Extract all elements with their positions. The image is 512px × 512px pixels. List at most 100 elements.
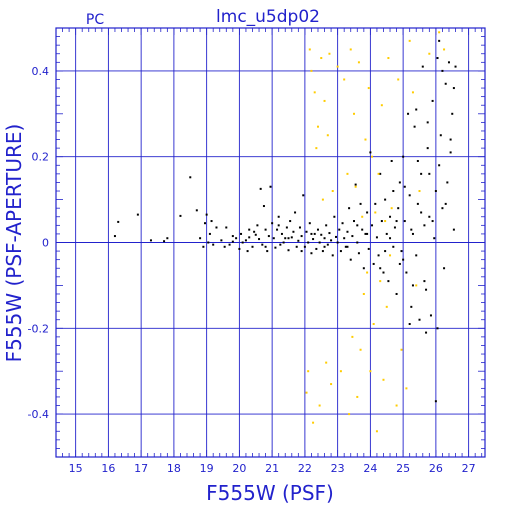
data-point: [163, 240, 166, 243]
data-point: [349, 258, 352, 261]
data-point: [136, 213, 139, 216]
data-point: [398, 262, 401, 265]
data-point: [364, 232, 367, 235]
data-point: [403, 185, 406, 188]
data-point: [385, 232, 388, 235]
data-point-secondary: [384, 220, 387, 223]
data-point: [423, 280, 426, 283]
data-point-secondary: [348, 413, 351, 416]
data-point: [280, 232, 283, 235]
data-point: [235, 237, 238, 240]
data-point: [366, 211, 369, 214]
data-point: [377, 254, 380, 257]
data-point: [266, 250, 269, 253]
data-point: [308, 222, 311, 225]
data-point: [344, 245, 347, 248]
data-point: [439, 134, 442, 137]
data-point: [117, 220, 120, 223]
data-point: [325, 224, 328, 227]
data-point-secondary: [405, 387, 408, 390]
data-point: [403, 220, 406, 223]
data-point-secondary: [331, 190, 334, 193]
data-point: [366, 232, 369, 235]
data-point: [339, 250, 342, 253]
data-point-secondary: [380, 104, 383, 107]
x-axis-title: F555W (PSF): [206, 481, 334, 505]
data-point: [300, 250, 303, 253]
data-point: [282, 241, 285, 244]
tick-labels: 15 16 17 18 19 20 21 22 23 24 25 26 27 -0.4 -0.2 0 0.2 0.…: [28, 65, 476, 475]
data-point: [310, 232, 313, 235]
data-point: [267, 235, 270, 238]
data-point: [251, 245, 254, 248]
data-point: [382, 271, 385, 274]
data-point: [348, 207, 351, 210]
data-point-secondary: [443, 48, 446, 51]
corner-label: PC: [86, 12, 104, 28]
data-point: [379, 267, 382, 270]
data-point: [300, 235, 303, 238]
data-point: [323, 237, 326, 240]
y-tick-label: 0.4: [32, 65, 50, 78]
data-point: [400, 250, 403, 253]
data-point: [402, 155, 405, 158]
data-point-secondary: [336, 65, 339, 68]
data-point-secondary: [305, 391, 308, 394]
data-point-secondary: [359, 348, 362, 351]
data-point-secondary: [367, 87, 370, 90]
data-point: [384, 250, 387, 253]
data-point: [262, 205, 265, 208]
data-point-secondary: [375, 430, 378, 433]
data-point: [292, 230, 295, 233]
data-point-secondary: [354, 185, 357, 188]
data-point: [248, 228, 251, 231]
data-point: [285, 226, 288, 229]
data-point: [207, 241, 210, 244]
data-point: [425, 288, 428, 291]
data-point: [334, 235, 337, 238]
data-point: [220, 239, 223, 242]
data-point: [212, 243, 215, 246]
data-point: [231, 240, 234, 243]
data-point: [449, 138, 452, 141]
data-point-secondary: [374, 211, 377, 214]
data-point: [387, 280, 390, 283]
x-tick-label: 20: [232, 462, 246, 475]
data-point: [297, 239, 300, 242]
data-point: [313, 232, 316, 235]
data-point: [269, 185, 272, 188]
data-point-secondary: [369, 370, 372, 373]
data-point: [398, 181, 401, 184]
data-point-secondary: [328, 52, 331, 55]
data-point-secondary: [325, 361, 328, 364]
data-point: [315, 247, 318, 250]
data-point: [205, 213, 208, 216]
data-point: [287, 237, 290, 240]
data-point: [389, 215, 392, 218]
data-point: [302, 194, 305, 197]
data-point: [246, 250, 249, 253]
data-point: [113, 235, 116, 238]
data-point: [295, 245, 298, 248]
data-point: [353, 220, 356, 223]
y-tick-label: 0: [42, 237, 49, 250]
data-point: [320, 233, 323, 236]
data-point: [223, 245, 226, 248]
data-point: [241, 241, 244, 244]
data-point: [428, 172, 431, 175]
data-point-secondary: [357, 61, 360, 64]
data-point: [328, 232, 331, 235]
data-point-secondary: [308, 48, 311, 51]
data-point-secondary: [400, 348, 403, 351]
data-point-secondary: [372, 323, 375, 326]
data-point: [452, 228, 455, 231]
data-point: [289, 220, 292, 223]
data-point: [336, 241, 339, 244]
data-point: [441, 207, 444, 210]
data-point: [395, 292, 398, 295]
axis-ticks: [55, 27, 485, 458]
data-point: [416, 202, 419, 205]
data-points: [113, 31, 457, 433]
data-point: [215, 226, 218, 229]
data-point-secondary: [339, 370, 342, 373]
